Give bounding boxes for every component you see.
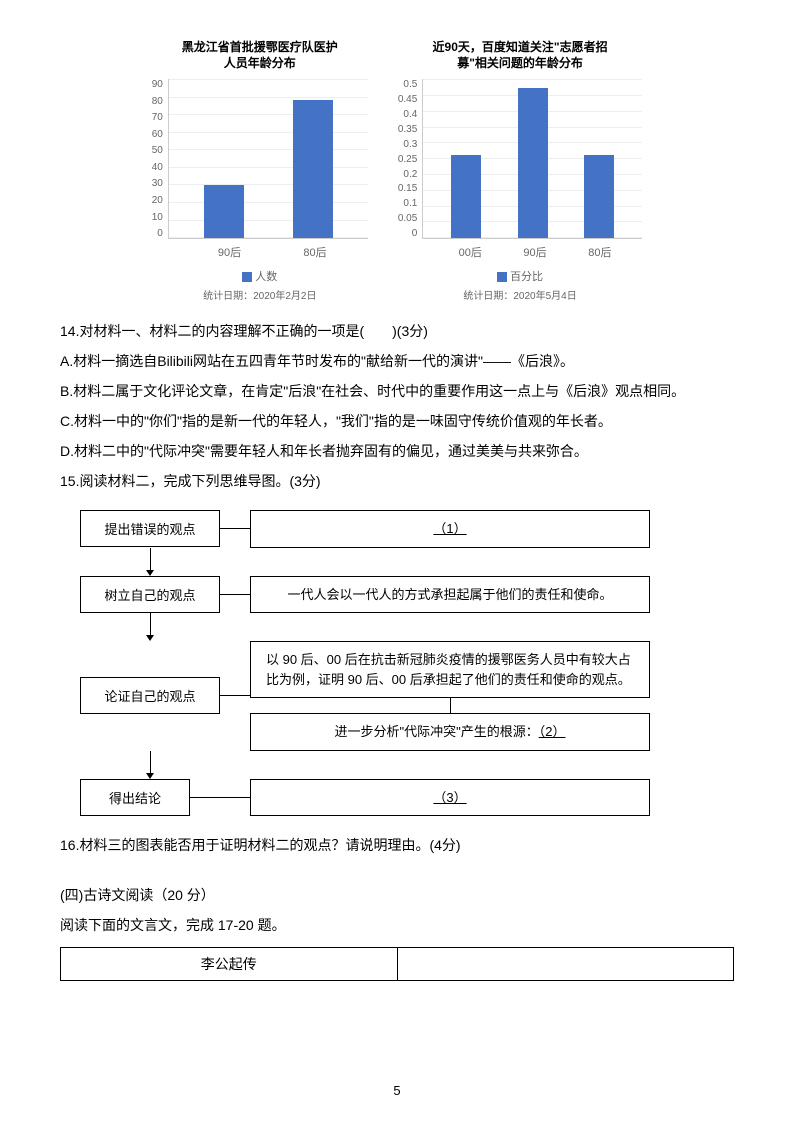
passage-empty-cell [397, 948, 734, 981]
chart-2-xlabels: 00后90后80后 [428, 244, 642, 260]
flow-box-4-right: （3） [250, 779, 650, 817]
chart-1-xlabels: 90后80后 [177, 244, 368, 260]
q14-option-d: D.材料二中的"代际冲突"需要年轻人和年长者抛弃固有的偏见，通过美美与共来弥合。 [60, 437, 734, 465]
q14-option-c: C.材料一中的"你们"指的是新一代的年轻人，"我们"指的是一味固守传统价值观的年… [60, 407, 734, 435]
passage-title-cell: 李公起传 [61, 948, 398, 981]
chart-1-legend: 人数 [152, 268, 368, 284]
flow-box-3-right-b: 进一步分析"代际冲突"产生的根源：（2） [250, 713, 650, 751]
charts-container: 黑龙江省首批援鄂医疗队医护 人员年龄分布 0102030405060708090… [60, 40, 734, 302]
section-4-instruction: 阅读下面的文言文，完成 17-20 题。 [60, 911, 734, 939]
flow-box-3-left: 论证自己的观点 [80, 677, 220, 714]
flowchart: 提出错误的观点 （1） 树立自己的观点 一代人会以一代人的方式承担起属于他们的责… [80, 510, 734, 816]
flow-box-2-left: 树立自己的观点 [80, 576, 220, 613]
chart-1-yaxis: 0102030405060708090 [152, 79, 168, 239]
q14-prompt: 14.对材料一、材料二的内容理解不正确的一项是( )(3分) [60, 317, 734, 345]
page-number: 5 [0, 1083, 794, 1098]
chart-2-yaxis: 00.050.10.150.20.250.30.350.40.450.5 [398, 79, 422, 239]
chart-1: 黑龙江省首批援鄂医疗队医护 人员年龄分布 0102030405060708090… [152, 40, 368, 302]
flow-box-2-right: 一代人会以一代人的方式承担起属于他们的责任和使命。 [250, 576, 650, 614]
flow-box-4-left: 得出结论 [80, 779, 190, 816]
chart-1-title: 黑龙江省首批援鄂医疗队医护 人员年龄分布 [152, 40, 368, 71]
q15-prompt: 15.阅读材料二，完成下列思维导图。(3分) [60, 467, 734, 495]
q14-option-a: A.材料一摘选自Bilibili网站在五四青年节时发布的"献给新一代的演讲"——… [60, 347, 734, 375]
chart-2: 近90天，百度知道关注"志愿者招 募"相关问题的年龄分布 00.050.10.1… [398, 40, 642, 302]
passage-title-table: 李公起传 [60, 947, 734, 981]
chart-2-legend: 百分比 [398, 268, 642, 284]
chart-2-plot [422, 79, 642, 239]
chart-2-date: 统计日期：2020年5月4日 [398, 287, 642, 302]
flow-box-3-right-a: 以 90 后、00 后在抗击新冠肺炎疫情的援鄂医务人员中有较大占比为例，证明 9… [250, 641, 650, 698]
q14-option-b: B.材料二属于文化评论文章，在肯定"后浪"在社会、时代中的重要作用这一点上与《后… [60, 377, 734, 405]
flow-box-1-right: （1） [250, 510, 650, 548]
chart-1-plot [168, 79, 368, 239]
section-4-heading: (四)古诗文阅读（20 分） [60, 881, 734, 909]
chart-2-title: 近90天，百度知道关注"志愿者招 募"相关问题的年龄分布 [398, 40, 642, 71]
flow-box-1-left: 提出错误的观点 [80, 510, 220, 547]
q16-prompt: 16.材料三的图表能否用于证明材料二的观点？请说明理由。(4分) [60, 831, 734, 859]
chart-1-date: 统计日期：2020年2月2日 [152, 287, 368, 302]
